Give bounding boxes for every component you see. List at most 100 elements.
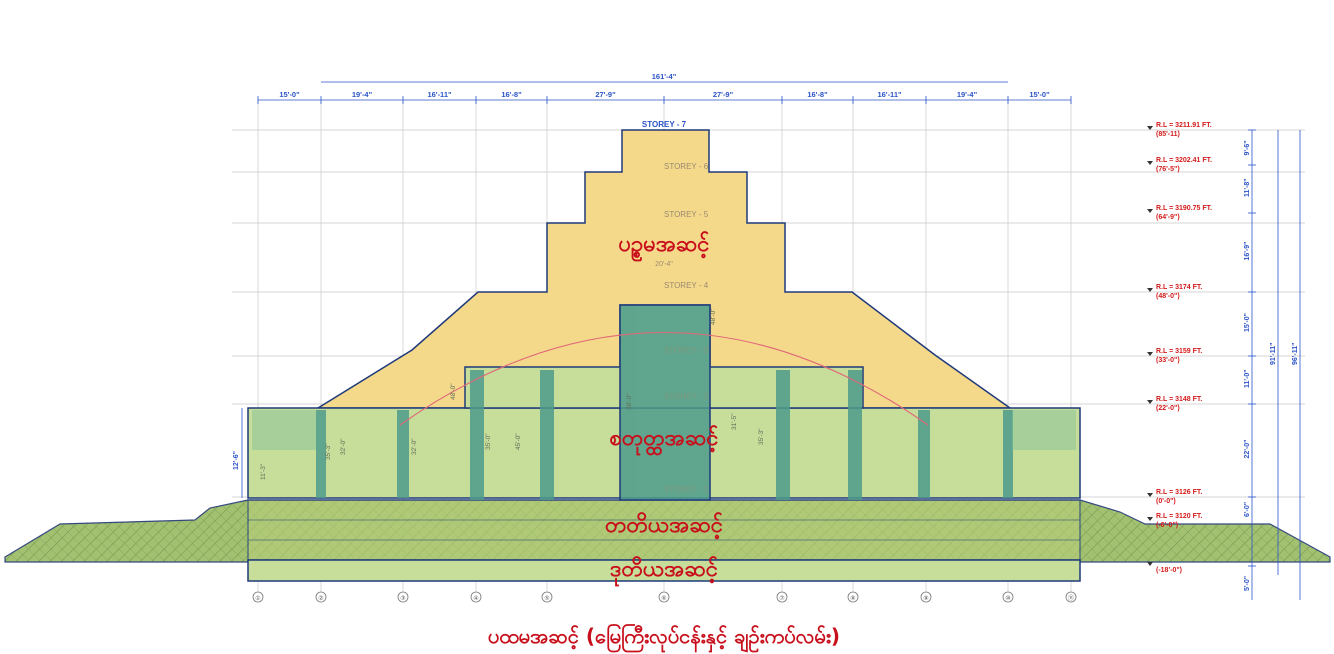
grid-bubble-label: ③	[400, 595, 405, 602]
level-elev: (-18'-0")	[1156, 567, 1182, 574]
level-rl: R.L = 3159 FT.	[1156, 348, 1202, 355]
level-elev: (33'-0")	[1156, 357, 1180, 364]
grid-bubble-label: ⑩	[1005, 595, 1010, 602]
level-2-band	[247, 559, 1081, 582]
storey-1-label: STOREY - 1	[664, 485, 709, 494]
span-dim: 27'-9"	[595, 90, 616, 99]
left-side-block	[252, 410, 316, 450]
caption: ပထမအဆင့် (မြေကြီးလုပ်ငန်းနှင့် ချဉ်းကပ်လ…	[488, 623, 840, 653]
grid-bubble	[1002, 591, 1014, 603]
top-dimensions: 161'-4" 15'-0" 19'-4" 16'-11" 16'-8" 27'-9" 2…	[257, 72, 1072, 104]
level-markers: R.L = 3211.91 FT. (85'-11) R.L = 3202.41 F…	[1147, 122, 1212, 574]
height-dim: 15'-0"	[1244, 313, 1251, 332]
level-marker-icon	[1147, 517, 1153, 521]
storey-7-label: STOREY - 7	[642, 120, 687, 129]
height-dim: 9'-6"	[1244, 140, 1251, 155]
span-dim: 15'-0"	[279, 90, 300, 99]
height-dim: 6'-0"	[1244, 502, 1251, 517]
level-rl: R.L = 3148 FT.	[1156, 396, 1202, 403]
storey-2-label: STOREY - 2	[664, 392, 709, 401]
level-elev: (85'-11)	[1156, 131, 1180, 138]
inner-dim: 35'-3"	[758, 428, 765, 445]
level-rl: R.L = 3120 FT.	[1156, 513, 1202, 520]
level-rl: R.L = 3202.41 FT.	[1156, 157, 1212, 164]
grid-bubble	[541, 591, 553, 603]
span-dim: 16'-11"	[427, 90, 452, 99]
span-dim: 16'-8"	[501, 90, 522, 99]
inner-dim: 48'-0"	[450, 383, 457, 400]
level-marker-icon	[1147, 562, 1153, 566]
level-marker-icon	[1147, 400, 1153, 404]
level-elev: (64'-9")	[1156, 214, 1180, 221]
level-rl: R.L = 3126 FT.	[1156, 489, 1202, 496]
label-second-level: ဒုတိယအဆင့်	[610, 555, 718, 587]
grid-bubble-label: ⑦	[779, 595, 784, 602]
level-5-pyramid	[315, 129, 1013, 409]
grid-bubble	[470, 591, 482, 603]
grid-bubble-label: ①	[255, 595, 260, 602]
right-side-block	[1012, 410, 1076, 450]
level-elev: (0'-0")	[1156, 498, 1176, 505]
level-marker-icon	[1147, 209, 1153, 213]
height-dim: 22'-0"	[1244, 440, 1251, 459]
grid-bubble	[776, 591, 788, 603]
storey-labels: STOREY - 7 STOREY - 6 STOREY - 5 STOREY …	[642, 120, 709, 494]
inner-dim: 32'-0"	[340, 438, 347, 455]
label-third-level: တတိယအဆင့်	[605, 511, 723, 540]
inner-dim: 35'-3"	[325, 443, 332, 460]
height-dim: 11'-0"	[1244, 369, 1251, 388]
level-rl: R.L = 3211.91 FT.	[1156, 122, 1212, 129]
level-rl: R.L = 3190.75 FT.	[1156, 205, 1212, 212]
span-dim: 27'-9"	[713, 90, 734, 99]
grid-bubble-label: ⑪	[1068, 594, 1074, 602]
center-width-dim: 20'-4"	[655, 261, 673, 268]
overall-width-dim: 161'-4"	[652, 72, 677, 81]
storey-5-label: STOREY - 5	[664, 210, 709, 219]
level-marker-icon	[1147, 493, 1153, 497]
span-dim: 19'-4"	[957, 90, 978, 99]
level-marker-icon	[1147, 161, 1153, 165]
inner-dim: 48'-0"	[710, 308, 717, 325]
grid-bubble	[315, 591, 327, 603]
inner-dim: 35'-0"	[485, 433, 492, 450]
grid-bubble	[1065, 591, 1077, 603]
teal-columns	[316, 305, 1013, 500]
level-marker-icon	[1147, 288, 1153, 292]
span-dim: 16'-11"	[877, 90, 902, 99]
level-rl: R.L = 3174 FT.	[1156, 284, 1202, 291]
grid-bubble	[920, 591, 932, 603]
level-elev: (76'-5")	[1156, 166, 1180, 173]
grid-bubble-label: ②	[318, 595, 323, 602]
level-elev: (-6'-0")	[1156, 522, 1178, 529]
grid-bubble-label: ⑤	[544, 595, 549, 602]
level-marker-icon	[1147, 352, 1153, 356]
grid-bubble-label: ⑥	[661, 595, 666, 602]
storey-6-label: STOREY - 6	[664, 162, 709, 171]
span-dim: 19'-4"	[352, 90, 373, 99]
inner-dimensions: 11'-3" 35'-3" 32'-0" 32'-0" 35'-0" 45'-0" 38'-…	[260, 308, 765, 480]
storey-4-label: STOREY - 4	[664, 281, 709, 290]
level-elev: (22'-0")	[1156, 405, 1180, 412]
total-height-1: 91'-11"	[1270, 342, 1277, 365]
grid-bubble	[658, 591, 670, 603]
level-elev: (48'-0")	[1156, 293, 1180, 300]
label-fourth-level: စတုတ္ထအဆင့်	[610, 424, 719, 456]
span-dim: 15'-0"	[1029, 90, 1050, 99]
svg-text:12'-6": 12'-6"	[233, 451, 240, 470]
span-dimensions: 15'-0" 19'-4" 16'-11" 16'-8" 27'-9" 27'-9" 16'…	[257, 90, 1072, 104]
left-height-dim: 12'-6"	[233, 408, 243, 498]
inner-dim: 32'-0"	[411, 438, 418, 455]
grid-bubble-label: ④	[473, 595, 478, 602]
grid-bubble	[252, 591, 264, 603]
grid-bubble	[847, 591, 859, 603]
height-dim: 16'-9"	[1244, 242, 1251, 261]
level-marker-icon	[1147, 126, 1153, 130]
inner-dim: 38'-0"	[626, 393, 633, 410]
label-fifth-level: ပဉ္စမအဆင့်	[619, 230, 710, 262]
grid-bubble-label: ⑨	[923, 595, 928, 602]
inner-dim: 45'-0"	[515, 433, 522, 450]
storey-3-label: STOREY - 3	[664, 346, 709, 355]
total-height-2: 96'-11"	[1292, 342, 1299, 365]
grid-bubble	[397, 591, 409, 603]
